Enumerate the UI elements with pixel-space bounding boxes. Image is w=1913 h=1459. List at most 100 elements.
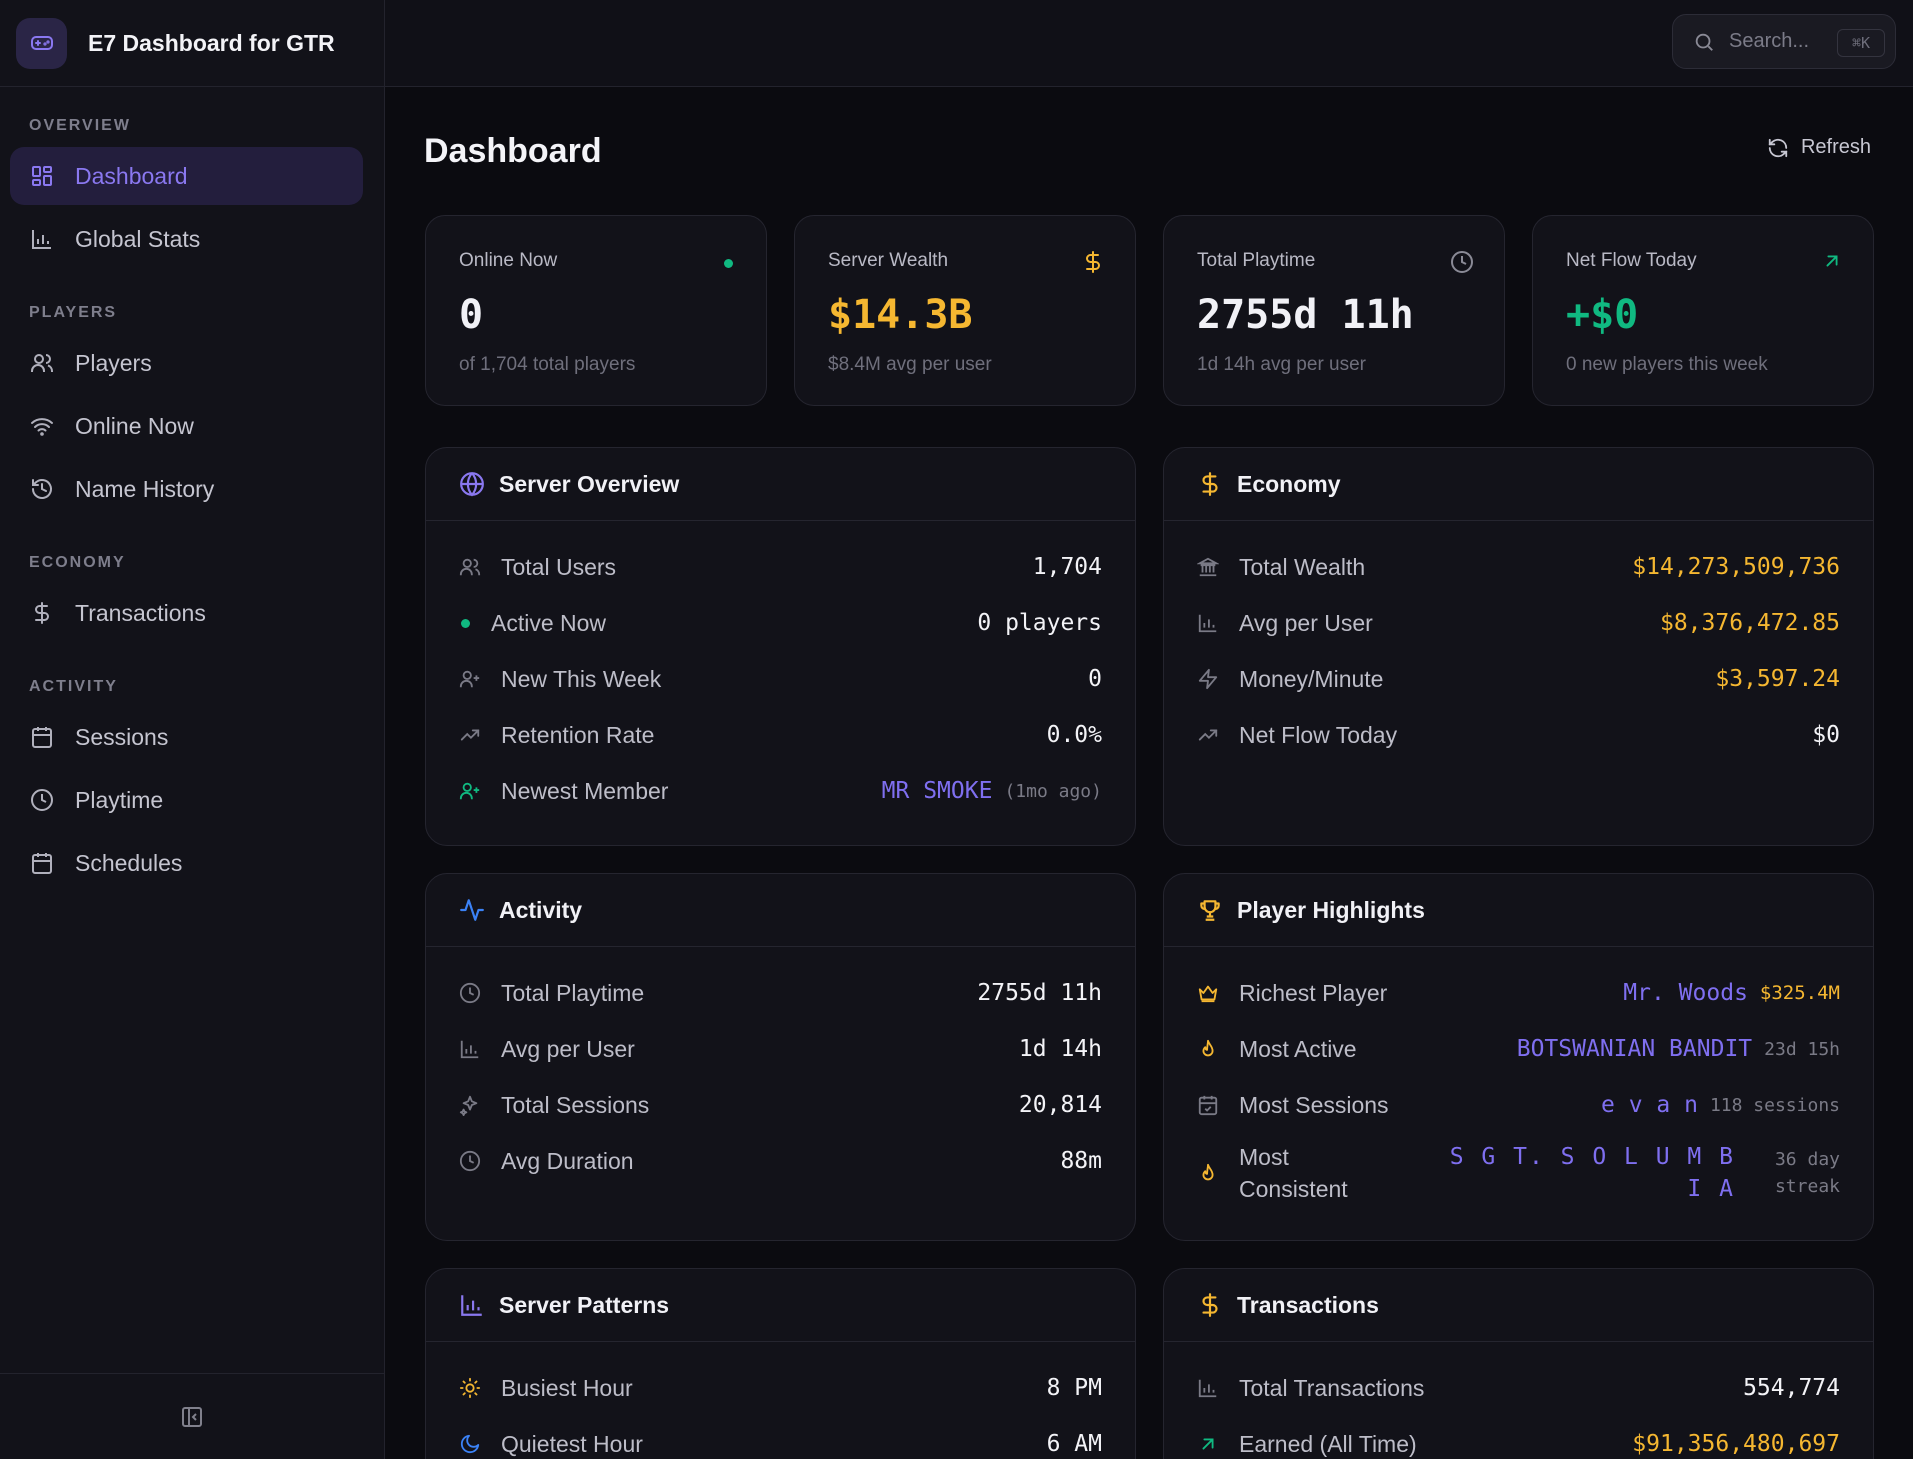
row-value: $14,273,509,736 <box>1632 554 1840 580</box>
stat-row-newest-member: Newest Member MR SMOKE (1mo ago) <box>459 763 1102 819</box>
player-name-line: S G T. S O L U M B <box>1449 1144 1735 1170</box>
stat-row-quietest-hour: Quietest Hour 6 AM <box>459 1416 1102 1459</box>
row-label: Newest Member <box>501 777 669 804</box>
sidebar-item-label: Global Stats <box>75 225 201 252</box>
bar-chart-icon <box>459 1292 485 1318</box>
row-value: 20,814 <box>1018 1092 1102 1118</box>
stat-row-avg-per-user: Avg per User $8,376,472.85 <box>1197 595 1840 651</box>
highlight-row-richest: Richest Player Mr. Woods $325.4M <box>1197 965 1840 1021</box>
card-title: Server Patterns <box>499 1291 670 1318</box>
stat-card-net-flow: Net Flow Today +$0 0 new players this we… <box>1532 215 1874 406</box>
stat-value: $14.3B <box>828 292 973 338</box>
row-label: Retention Rate <box>501 721 655 748</box>
sidebar-item-playtime[interactable]: Playtime <box>10 771 363 829</box>
card-title: Transactions <box>1237 1291 1379 1318</box>
sidebar-item-label: Name History <box>75 475 215 502</box>
layout-grid-icon <box>29 163 55 189</box>
sidebar-item-global-stats[interactable]: Global Stats <box>10 210 363 268</box>
dollar-icon <box>1197 1292 1223 1318</box>
user-plus-icon <box>459 668 483 690</box>
user-plus-icon <box>459 780 483 802</box>
newest-member-link[interactable]: MR SMOKE <box>881 778 993 804</box>
search-shortcut: ⌘K <box>1837 29 1885 57</box>
economy-card: Economy Total Wealth $14,273,509,736 Avg… <box>1163 447 1874 846</box>
clock-icon <box>29 787 55 813</box>
row-label: Avg per User <box>501 1035 635 1062</box>
player-link[interactable]: Mr. Woods <box>1623 980 1748 1006</box>
sidebar-item-schedules[interactable]: Schedules <box>10 834 363 892</box>
sidebar-item-sessions[interactable]: Sessions <box>10 708 363 766</box>
player-link[interactable]: S G T. S O L U M B I A <box>1450 1141 1735 1205</box>
stat-label: Online Now <box>459 250 558 271</box>
search-box[interactable]: ⌘K <box>1672 14 1896 69</box>
row-value: $91,356,480,697 <box>1632 1431 1840 1457</box>
stat-sub: 1d 14h avg per user <box>1197 354 1367 375</box>
card-header: Activity <box>426 874 1135 947</box>
row-meta-line: streak <box>1774 1176 1840 1197</box>
stat-row-active-now: Active Now 0 players <box>459 595 1102 651</box>
stat-row-retention: Retention Rate 0.0% <box>459 707 1102 763</box>
dollar-icon <box>1081 250 1105 274</box>
player-link[interactable]: BOTSWANIAN BANDIT <box>1516 1036 1753 1062</box>
sidebar-item-online-now[interactable]: Online Now <box>10 397 363 455</box>
gamepad-icon <box>16 17 67 69</box>
row-label: New This Week <box>501 665 662 692</box>
stat-row-net-flow: Net Flow Today $0 <box>1197 707 1840 763</box>
sidebar-footer <box>0 1373 384 1459</box>
row-meta: (1mo ago) <box>1004 780 1102 802</box>
online-dot-icon <box>724 259 733 268</box>
calendar-icon <box>29 850 55 876</box>
card-title: Activity <box>499 896 583 923</box>
row-value: 554,774 <box>1743 1375 1840 1401</box>
stat-sub: of 1,704 total players <box>459 354 636 375</box>
sidebar-item-name-history[interactable]: Name History <box>10 460 363 518</box>
calendar-check-icon <box>1197 1094 1221 1116</box>
row-value: 8 PM <box>1046 1375 1102 1401</box>
row-label: Most Consistent <box>1239 1141 1450 1205</box>
player-name-line: I A <box>1687 1176 1735 1202</box>
row-label: Avg Duration <box>501 1147 634 1174</box>
online-dot-icon <box>461 618 471 628</box>
row-label: Most Sessions <box>1239 1091 1389 1118</box>
stat-row-busiest-hour: Busiest Hour 8 PM <box>459 1360 1102 1416</box>
sidebar-item-transactions[interactable]: Transactions <box>10 584 363 642</box>
clock-icon <box>1450 250 1474 274</box>
sidebar-item-label: Online Now <box>75 412 194 439</box>
stat-row-money-minute: Money/Minute $3,597.24 <box>1197 651 1840 707</box>
stat-card-online-now: Online Now 0 of 1,704 total players <box>425 215 767 406</box>
sidebar-item-dashboard[interactable]: Dashboard <box>10 147 363 205</box>
refresh-label: Refresh <box>1800 136 1871 158</box>
row-label: Quietest Hour <box>501 1430 643 1457</box>
sidebar: E7 Dashboard for GTR OVERVIEW Dashboard … <box>0 0 385 1459</box>
crown-icon <box>1197 982 1221 1004</box>
row-meta: 36 day streak <box>1775 1146 1840 1200</box>
sidebar-item-label: Dashboard <box>75 162 188 189</box>
collapse-sidebar-icon[interactable] <box>180 1405 204 1429</box>
player-link[interactable]: e v a n <box>1601 1092 1698 1118</box>
top-bar: ⌘K <box>385 0 1913 87</box>
row-value: 1,704 <box>1032 554 1102 580</box>
row-value: 0 <box>1088 666 1102 692</box>
row-meta: $325.4M <box>1759 982 1840 1004</box>
sparkles-icon <box>459 1094 483 1116</box>
refresh-button[interactable]: Refresh <box>1767 136 1871 159</box>
row-label: Total Transactions <box>1239 1374 1425 1401</box>
row-label: Total Wealth <box>1239 553 1366 580</box>
stat-label: Net Flow Today <box>1566 250 1697 271</box>
arrow-up-right-icon <box>1821 250 1843 272</box>
stat-row-total-transactions: Total Transactions 554,774 <box>1197 1360 1840 1416</box>
card-header: Player Highlights <box>1164 874 1873 947</box>
highlight-row-most-active: Most Active BOTSWANIAN BANDIT 23d 15h <box>1197 1021 1840 1077</box>
row-label: Money/Minute <box>1239 665 1384 692</box>
stat-row-total-sessions: Total Sessions 20,814 <box>459 1077 1102 1133</box>
search-input[interactable] <box>1729 30 1829 53</box>
sidebar-item-players[interactable]: Players <box>10 334 363 392</box>
card-title: Server Overview <box>499 470 680 497</box>
users-icon <box>459 556 483 578</box>
users-icon <box>29 350 55 376</box>
highlight-row-most-consistent: Most Consistent S G T. S O L U M B I A 3… <box>1197 1133 1840 1213</box>
row-value: $8,376,472.85 <box>1659 610 1840 636</box>
row-label-line: Consistent <box>1239 1176 1348 1202</box>
card-header: Economy <box>1164 448 1873 521</box>
stat-row-new-this-week: New This Week 0 <box>459 651 1102 707</box>
